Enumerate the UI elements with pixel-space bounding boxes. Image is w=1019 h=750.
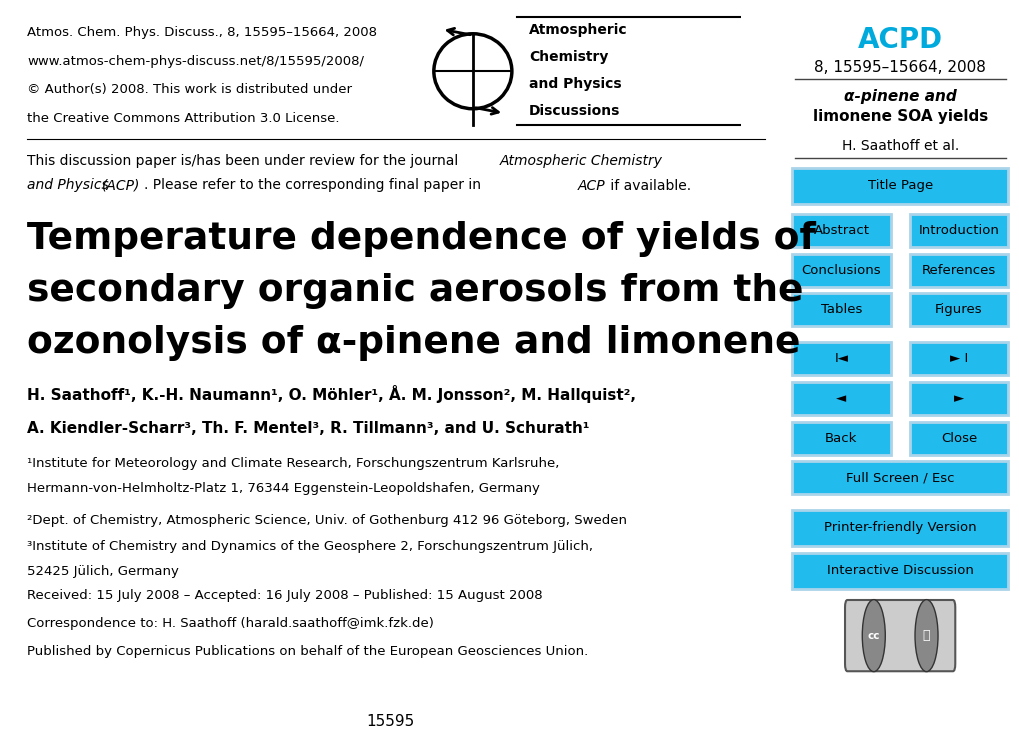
FancyBboxPatch shape: [792, 293, 890, 326]
Text: Figures: Figures: [934, 303, 981, 316]
Text: Hermann-von-Helmholtz-Platz 1, 76344 Eggenstein-Leopoldshafen, Germany: Hermann-von-Helmholtz-Platz 1, 76344 Egg…: [28, 482, 540, 495]
Text: 15595: 15595: [366, 714, 414, 729]
FancyBboxPatch shape: [792, 510, 1007, 546]
Text: ACPD: ACPD: [857, 26, 942, 54]
FancyBboxPatch shape: [909, 214, 1007, 247]
Text: ►: ►: [953, 392, 963, 405]
Text: 8, 15595–15664, 2008: 8, 15595–15664, 2008: [813, 60, 985, 75]
Text: ⓘ: ⓘ: [922, 629, 929, 642]
Text: Printer-friendly Version: Printer-friendly Version: [823, 521, 975, 535]
Text: © Author(s) 2008. This work is distributed under: © Author(s) 2008. This work is distribut…: [28, 83, 352, 96]
Text: (ACP): (ACP): [102, 178, 141, 193]
Text: Published by Copernicus Publications on behalf of the European Geosciences Union: Published by Copernicus Publications on …: [28, 645, 588, 658]
Text: Received: 15 July 2008 – Accepted: 16 July 2008 – Published: 15 August 2008: Received: 15 July 2008 – Accepted: 16 Ju…: [28, 589, 542, 602]
FancyBboxPatch shape: [909, 422, 1007, 454]
Text: H. Saathoff et al.: H. Saathoff et al.: [841, 139, 958, 153]
Text: This discussion paper is/has been under review for the journal: This discussion paper is/has been under …: [28, 154, 463, 168]
Text: α-pinene and: α-pinene and: [843, 88, 956, 104]
Text: Title Page: Title Page: [867, 179, 931, 193]
Text: Discussions: Discussions: [529, 104, 620, 118]
Text: Conclusions: Conclusions: [801, 263, 880, 277]
Text: secondary organic aerosols from the: secondary organic aerosols from the: [28, 273, 803, 309]
Text: and Physics: and Physics: [529, 77, 621, 92]
Text: Atmospheric Chemistry: Atmospheric Chemistry: [499, 154, 661, 168]
FancyBboxPatch shape: [909, 342, 1007, 375]
Text: Abstract: Abstract: [812, 224, 868, 237]
FancyBboxPatch shape: [792, 553, 1007, 589]
Text: ³Institute of Chemistry and Dynamics of the Geosphere 2, Forschungszentrum Jülic: ³Institute of Chemistry and Dynamics of …: [28, 540, 593, 553]
Text: I◄: I◄: [834, 352, 848, 365]
Text: the Creative Commons Attribution 3.0 License.: the Creative Commons Attribution 3.0 Lic…: [28, 112, 339, 125]
Text: Correspondence to: H. Saathoff (harald.saathoff@imk.fzk.de): Correspondence to: H. Saathoff (harald.s…: [28, 616, 434, 629]
FancyBboxPatch shape: [844, 600, 955, 671]
Text: limonene SOA yields: limonene SOA yields: [812, 109, 986, 124]
Text: Atmos. Chem. Phys. Discuss., 8, 15595–15664, 2008: Atmos. Chem. Phys. Discuss., 8, 15595–15…: [28, 26, 377, 39]
Text: Close: Close: [940, 431, 976, 445]
Text: Full Screen / Esc: Full Screen / Esc: [845, 471, 954, 484]
Text: Chemistry: Chemistry: [529, 50, 607, 64]
Text: H. Saathoff¹, K.-H. Naumann¹, O. Möhler¹, Å. M. Jonsson², M. Hallquist²,: H. Saathoff¹, K.-H. Naumann¹, O. Möhler¹…: [28, 385, 636, 403]
Text: Atmospheric: Atmospheric: [529, 23, 627, 38]
Text: Back: Back: [824, 431, 857, 445]
Text: Interactive Discussion: Interactive Discussion: [826, 564, 972, 578]
Text: Introduction: Introduction: [917, 224, 999, 237]
Text: if available.: if available.: [605, 178, 691, 193]
FancyBboxPatch shape: [792, 461, 1007, 494]
Text: ACP: ACP: [577, 178, 604, 193]
Text: Tables: Tables: [820, 303, 861, 316]
Text: ozonolysis of α-pinene and limonene: ozonolysis of α-pinene and limonene: [28, 325, 800, 361]
Text: ► I: ► I: [949, 352, 967, 365]
FancyBboxPatch shape: [792, 168, 1007, 204]
Text: Temperature dependence of yields of: Temperature dependence of yields of: [28, 221, 815, 257]
Text: References: References: [921, 263, 995, 277]
Text: www.atmos-chem-phys-discuss.net/8/15595/2008/: www.atmos-chem-phys-discuss.net/8/15595/…: [28, 55, 364, 68]
Text: 52425 Jülich, Germany: 52425 Jülich, Germany: [28, 565, 179, 578]
FancyBboxPatch shape: [792, 382, 890, 415]
Text: ¹Institute for Meteorology and Climate Research, Forschungszentrum Karlsruhe,: ¹Institute for Meteorology and Climate R…: [28, 458, 559, 470]
Text: ²Dept. of Chemistry, Atmospheric Science, Univ. of Gothenburg 412 96 Göteborg, S: ²Dept. of Chemistry, Atmospheric Science…: [28, 514, 627, 526]
Circle shape: [914, 600, 937, 672]
Text: ◄: ◄: [836, 392, 846, 405]
FancyBboxPatch shape: [909, 293, 1007, 326]
FancyBboxPatch shape: [792, 422, 890, 454]
Text: A. Kiendler-Scharr³, Th. F. Mentel³, R. Tillmann³, and U. Schurath¹: A. Kiendler-Scharr³, Th. F. Mentel³, R. …: [28, 421, 589, 436]
FancyBboxPatch shape: [909, 382, 1007, 415]
Text: cc: cc: [867, 631, 879, 640]
FancyBboxPatch shape: [792, 254, 890, 286]
FancyBboxPatch shape: [792, 214, 890, 247]
Circle shape: [861, 600, 884, 672]
FancyBboxPatch shape: [792, 342, 890, 375]
Text: and Physics: and Physics: [28, 178, 113, 193]
FancyBboxPatch shape: [909, 254, 1007, 286]
Text: . Please refer to the corresponding final paper in: . Please refer to the corresponding fina…: [145, 178, 485, 193]
